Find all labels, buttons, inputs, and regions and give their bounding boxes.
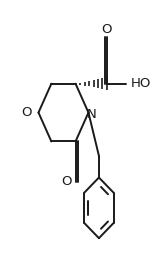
Text: O: O (102, 23, 112, 36)
Text: O: O (21, 106, 32, 119)
Text: N: N (86, 107, 96, 120)
Text: HO: HO (131, 77, 151, 90)
Text: O: O (62, 175, 72, 188)
